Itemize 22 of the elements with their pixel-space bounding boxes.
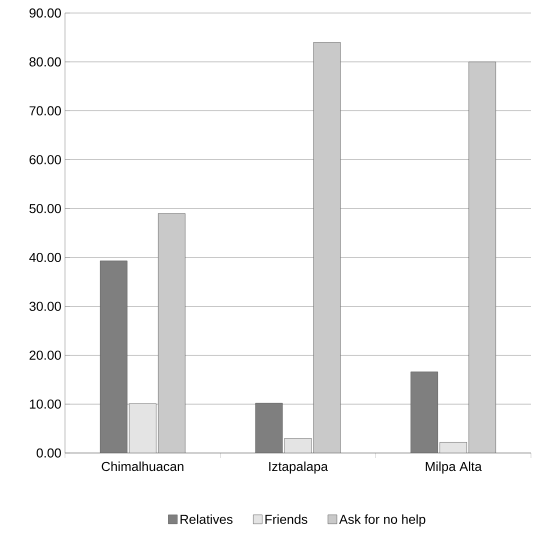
y-tick-label: 50.00 — [29, 204, 61, 214]
legend-label: Friends — [265, 514, 308, 524]
x-tick-label: Iztapalapa — [269, 462, 328, 474]
y-tick-label: 10.00 — [30, 400, 61, 409]
bar — [128, 403, 156, 453]
y-tick-label: 90.00 — [30, 8, 61, 18]
y-tick-label: 70.00 — [30, 106, 61, 116]
bar — [158, 213, 186, 453]
bar — [440, 442, 468, 453]
y-tick-label: 20.00 — [30, 350, 61, 360]
y-tick-label: 30.00 — [29, 302, 61, 311]
bar — [313, 42, 341, 453]
bar — [468, 62, 496, 453]
x-tick-label: Milpa Alta — [426, 462, 482, 474]
y-tick-label: 80.00 — [30, 57, 61, 66]
y-tick-label: 0.00 — [36, 448, 61, 458]
x-tick-label: Chimalhuacan — [102, 462, 184, 472]
legend-label: Ask for no help — [339, 514, 426, 527]
legend-label: Relatives — [180, 514, 233, 524]
y-tick-label: 40.00 — [29, 252, 61, 262]
y-tick-label: 60.00 — [30, 155, 61, 164]
bar — [284, 438, 312, 453]
